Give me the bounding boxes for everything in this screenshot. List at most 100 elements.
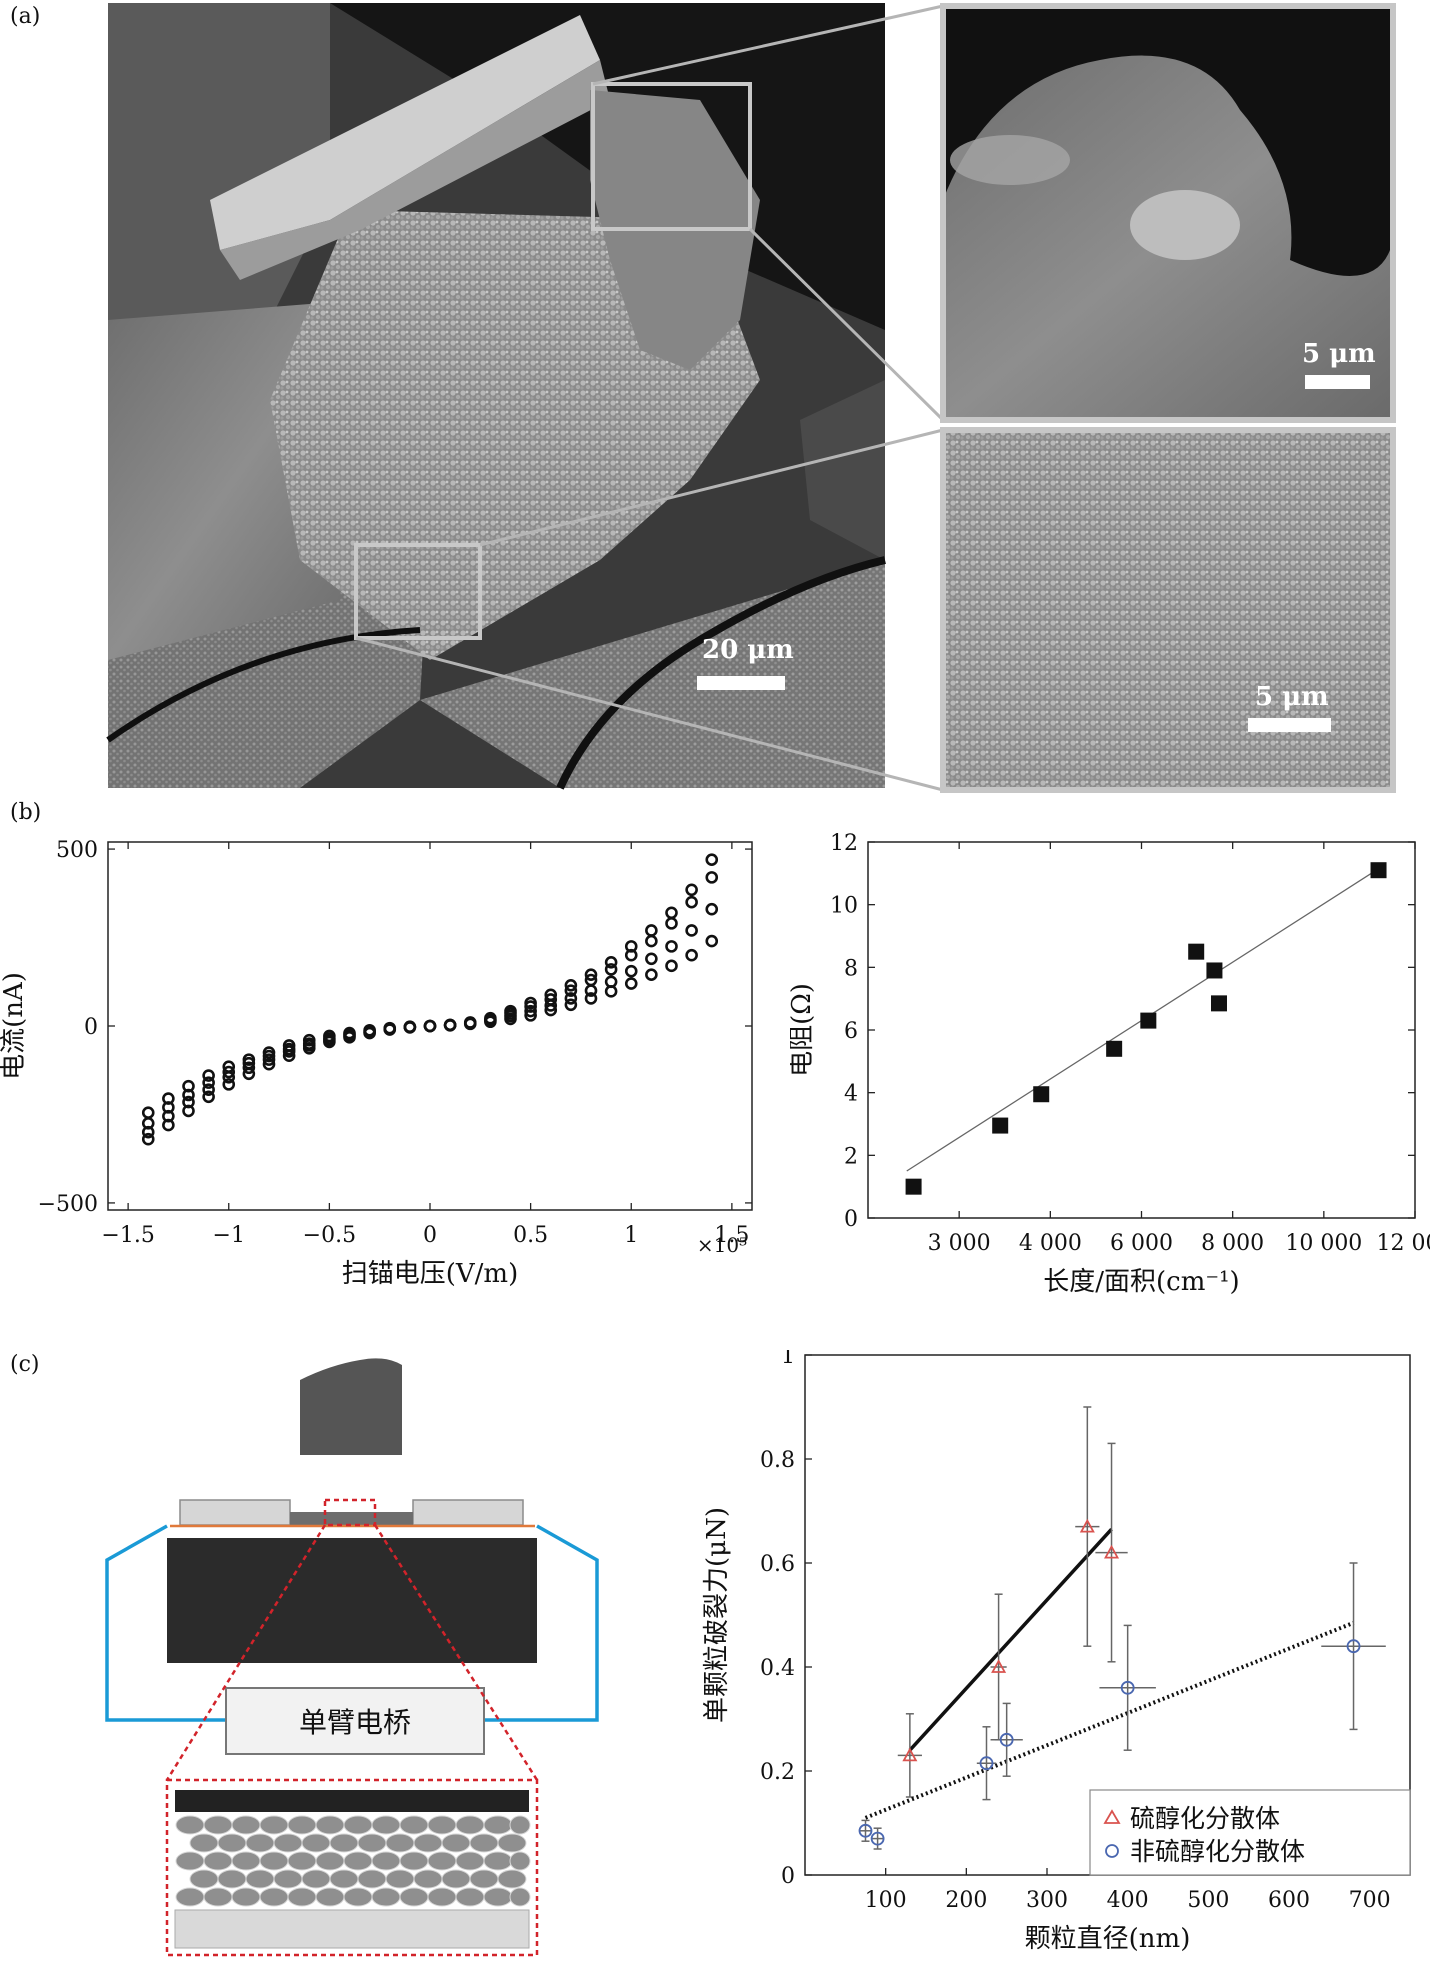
bridge-label: 单臂电桥	[299, 1706, 411, 1739]
y-tick-label: 0	[781, 1864, 795, 1889]
data-point	[141, 1125, 155, 1139]
data-point	[1140, 1012, 1157, 1029]
chart-fracture-force: 100 200 300 400 500 600 700 0 0.2 0.4 0.6 0.8 1 颗粒直径(…	[702, 1350, 1411, 1954]
data-point	[1079, 1518, 1095, 1533]
x-axis-label: 扫锚电压(V/m)	[342, 1259, 518, 1289]
film-left	[179, 1499, 291, 1526]
plot-frame	[107, 841, 753, 1211]
data-point	[202, 1090, 215, 1104]
data-point	[202, 1083, 215, 1096]
panel-label-c: (c)	[10, 1352, 40, 1377]
y-tick-label: 0	[84, 1015, 98, 1040]
panel-label-b: (b)	[10, 800, 42, 825]
data-point	[423, 1019, 437, 1033]
data-point	[685, 883, 698, 897]
data-point	[685, 895, 698, 909]
data-point	[1188, 943, 1205, 960]
chart-current-voltage: −1.5 −1 −0.5 0 0.5 1 1.5 500 0 −500 扫锚电压(V/m) 电流(nA…	[0, 838, 753, 1289]
data-point	[705, 853, 719, 866]
y-tick-label: 6	[844, 1019, 858, 1044]
data-point	[343, 1031, 356, 1044]
data-point	[484, 1015, 497, 1029]
data-point	[991, 1659, 1007, 1673]
chart-resistance: 3 000 4 000 6 000 8 000 10 000 12 000 0 2 4 6 8 10 1…	[790, 831, 1430, 1297]
data-point	[564, 979, 578, 992]
x-tick-label: 1	[624, 1223, 638, 1248]
y-tick-label: 0.8	[760, 1448, 795, 1473]
data-point	[705, 934, 719, 948]
x-tick-label: 0.5	[513, 1223, 548, 1248]
x-tick-label: 400	[1107, 1888, 1149, 1913]
data-point	[282, 1045, 296, 1058]
data-point	[604, 985, 618, 998]
x-axis-label: 颗粒直径(nm)	[1025, 1924, 1191, 1954]
particle-spheres	[175, 1815, 531, 1907]
bridge-wire	[105, 1524, 226, 1722]
data-point	[524, 1009, 537, 1022]
y-tick-label: 500	[56, 838, 98, 863]
data-point	[645, 952, 658, 966]
y-tick-label: 0.4	[760, 1656, 795, 1681]
sem-main-image	[106, 3, 886, 790]
data-point	[182, 1104, 195, 1118]
data-point	[242, 1061, 256, 1075]
data-point	[604, 956, 618, 969]
data-point	[858, 1823, 873, 1838]
y-tick-label: 4	[844, 1082, 858, 1107]
data-point	[1346, 1639, 1361, 1654]
data-point	[141, 1106, 155, 1119]
data-point	[665, 959, 678, 973]
y-tick-label: 2	[844, 1144, 858, 1169]
data-point	[685, 948, 698, 962]
data-point	[1033, 1086, 1050, 1103]
zoom-target-box	[323, 1498, 377, 1527]
legend-label: 硫醇化分散体	[1130, 1804, 1280, 1833]
data-point	[870, 1831, 885, 1846]
data-point	[463, 1017, 477, 1031]
data-point	[202, 1069, 215, 1082]
scale-bar-inset-top: 5 μm	[1302, 339, 1376, 389]
legend-marker	[1103, 1809, 1121, 1824]
y-axis-label: 电流(nA)	[0, 972, 29, 1080]
data-point	[902, 1747, 918, 1762]
x-tick-label: 3 000	[928, 1231, 991, 1256]
data-point	[504, 1004, 517, 1018]
x-tick-label: 700	[1349, 1888, 1391, 1913]
x-tick-label: 6 000	[1110, 1231, 1173, 1256]
data-point	[564, 998, 578, 1012]
x-multiplier: ×10⁵	[697, 1233, 747, 1257]
data-point	[665, 917, 678, 930]
data-point	[584, 992, 598, 1005]
data-point	[999, 1732, 1014, 1747]
data-point	[524, 1004, 537, 1018]
data-point	[905, 1178, 922, 1195]
data-point	[544, 999, 558, 1012]
sem-figure: 20 μm 5 μm 5 μm	[106, 3, 1396, 793]
legend-label: 非硫醇化分散体	[1130, 1837, 1305, 1866]
y-tick-label: 0	[844, 1207, 858, 1232]
svg-text:5 μm: 5 μm	[1255, 682, 1329, 712]
cantilever-diagram: 单臂电桥	[105, 1358, 599, 1957]
x-tick-label: 500	[1187, 1888, 1229, 1913]
data-point	[222, 1078, 236, 1091]
data-point	[624, 964, 638, 978]
x-tick-label: 10 000	[1285, 1231, 1362, 1256]
data-point	[443, 1018, 457, 1032]
data-point	[665, 906, 678, 920]
x-tick-label: −1.5	[101, 1223, 154, 1248]
data-point	[363, 1026, 376, 1040]
data-point	[262, 1053, 276, 1066]
y-tick-label: 1	[781, 1350, 795, 1369]
zoom-box-top	[591, 82, 752, 231]
data-point	[1104, 1544, 1120, 1559]
svg-text:20 μm: 20 μm	[702, 635, 794, 665]
data-point	[524, 996, 537, 1010]
data-point	[584, 984, 598, 997]
probe-tip	[300, 1358, 402, 1455]
film-right	[412, 1499, 524, 1526]
data-point	[282, 1049, 296, 1063]
zoom-connectors	[355, 4, 945, 792]
legend-marker	[1105, 1844, 1119, 1858]
substrate-block	[167, 1538, 537, 1663]
